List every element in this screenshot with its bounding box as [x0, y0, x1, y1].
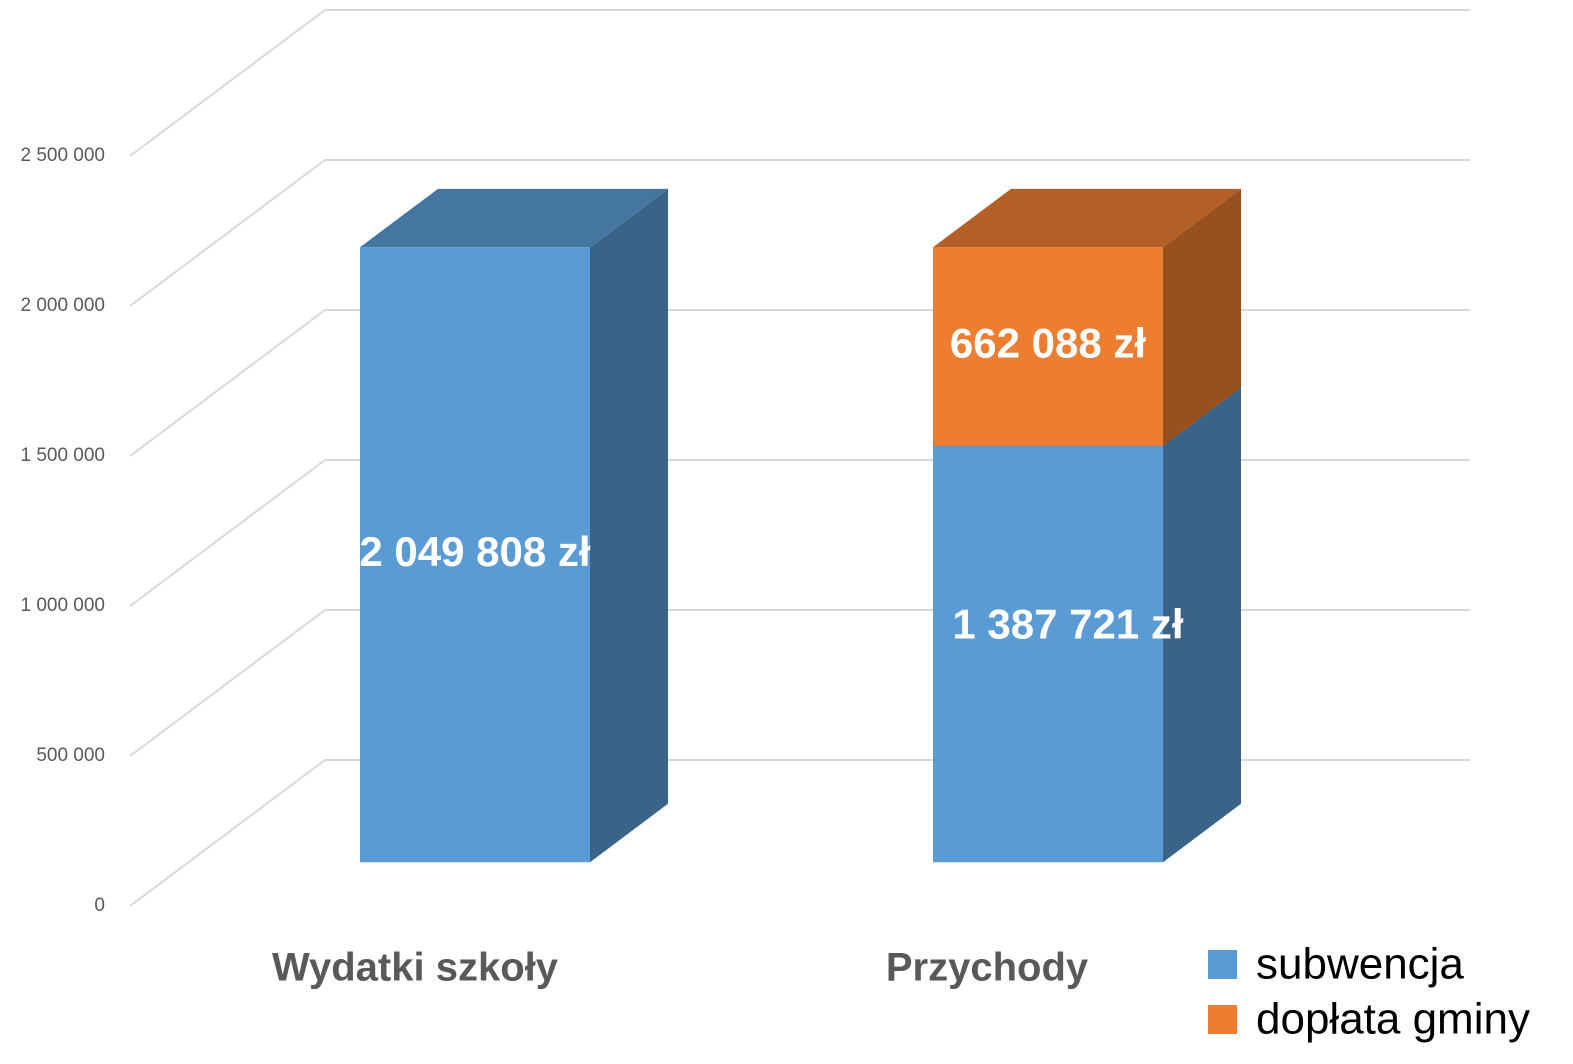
grid-line-diagonal	[129, 309, 326, 457]
data-label: 1 387 721 zł	[952, 600, 1184, 647]
y-tick-label: 1 000 000	[20, 595, 105, 616]
bar-side	[1163, 188, 1241, 446]
bar-top	[360, 188, 668, 248]
legend-label: dopłata gminy	[1256, 995, 1530, 1044]
y-tick-label: 500 000	[36, 745, 105, 766]
legend-swatch	[1208, 950, 1237, 979]
grid-line-diagonal	[129, 9, 326, 157]
legend-swatch	[1208, 1005, 1237, 1034]
bar	[933, 445, 1163, 863]
bar-top	[933, 188, 1241, 248]
grid-line-diagonal	[129, 759, 326, 907]
bar-side	[590, 188, 668, 863]
legend-label: subwencja	[1256, 940, 1464, 989]
grid-line-diagonal	[129, 459, 326, 607]
grid-line-diagonal	[129, 609, 326, 757]
data-label: 662 088 zł	[950, 320, 1146, 367]
bar	[360, 247, 590, 863]
y-tick-label: 2 000 000	[20, 295, 105, 316]
y-tick-label: 0	[94, 895, 105, 916]
x-tick-label: Wydatki szkoły	[272, 946, 559, 990]
y-tick-label: 1 500 000	[20, 445, 105, 466]
bar	[933, 247, 1163, 446]
data-label: 2 049 808 zł	[359, 528, 591, 575]
y-tick-label: 2 500 000	[20, 145, 105, 166]
x-tick-label: Przychody	[886, 946, 1089, 990]
grid-line-diagonal	[129, 159, 326, 307]
bar-side	[1163, 387, 1241, 863]
